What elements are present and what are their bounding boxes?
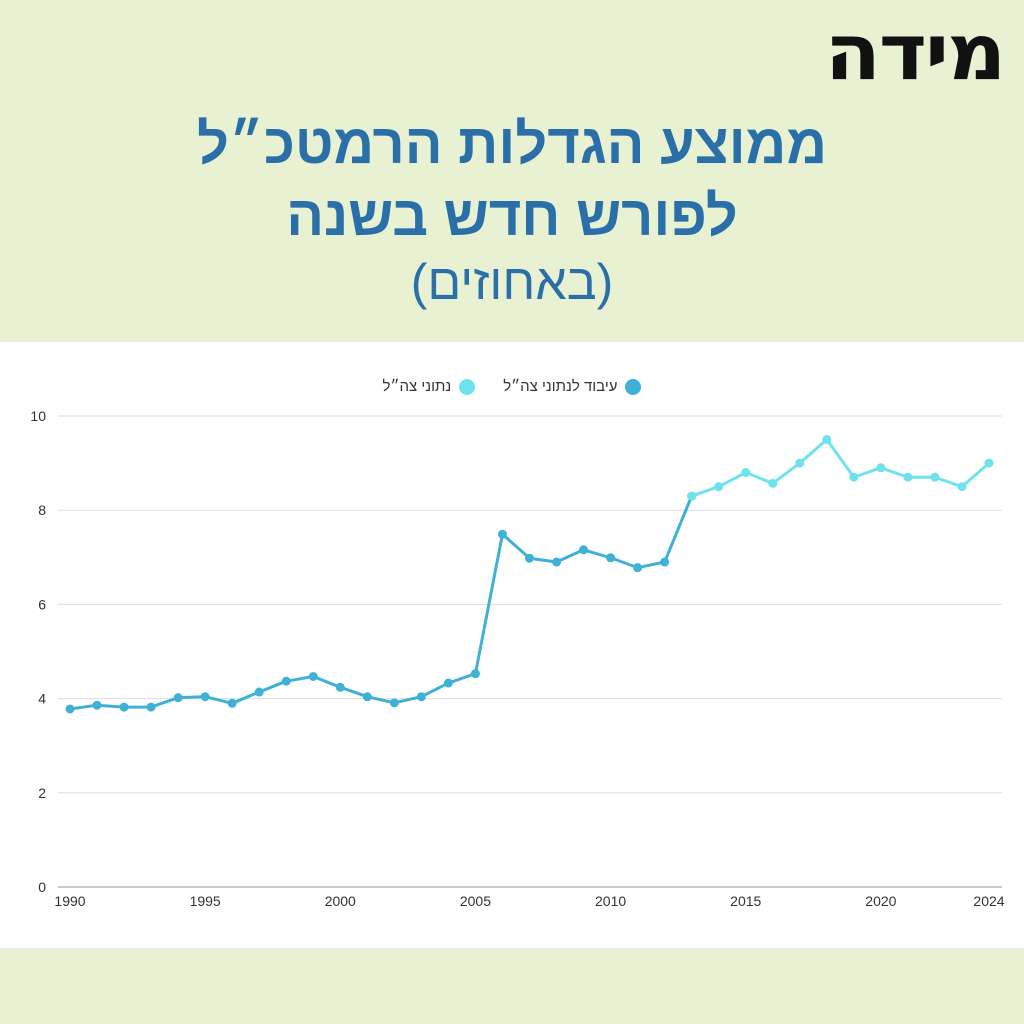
y-tick-label-2: 2 [38, 785, 46, 801]
data-point-0-2004 [443, 678, 453, 688]
data-point-0-2005 [470, 669, 480, 679]
data-point-0-2001 [362, 692, 372, 702]
data-point-1-2020 [876, 463, 886, 473]
series-line-0 [69, 495, 694, 711]
header: מידה ממוצע הגדלות הרמטכ״ל לפורש חדש בשנה… [0, 0, 1024, 342]
x-tick-label-2020: 2020 [865, 893, 896, 909]
data-point-0-1991 [92, 700, 102, 710]
chart-panel: עיבוד לנתוני צה״ל נתוני צה״ל 0 2 4 6 8 10 1990… [0, 342, 1024, 948]
data-point-0-2003 [416, 692, 426, 702]
data-point-0-1993 [146, 702, 156, 712]
data-point-1-2014 [714, 482, 724, 492]
y-tick-label-4: 4 [38, 691, 46, 707]
data-point-0-1999 [308, 671, 318, 681]
legend-label-processed: עיבוד לנתוני צה״ל [503, 378, 618, 395]
y-tick-label-10: 10 [30, 408, 46, 424]
x-tick-label-1995: 1995 [190, 893, 221, 909]
chart-title-line2: לפורש חדש בשנה [286, 184, 738, 247]
data-point-1-2017 [795, 458, 805, 468]
data-point-0-1995 [200, 692, 210, 702]
legend-dot-processed [625, 378, 642, 395]
legend-item-idf: נתוני צה״ל [383, 378, 476, 395]
footer [0, 948, 1024, 1024]
data-point-0-1997 [254, 687, 264, 697]
y-tick-label-6: 6 [38, 596, 46, 612]
data-point-0-2007 [525, 553, 534, 563]
data-point-0-2011 [633, 563, 643, 573]
data-point-0-2012 [660, 557, 670, 567]
data-point-1-2018 [822, 435, 832, 445]
series-line-1 [691, 438, 990, 498]
data-point-0-2000 [335, 682, 345, 692]
data-point-1-2019 [849, 472, 859, 482]
data-point-1-2013 [687, 491, 697, 501]
y-tick-label-8: 8 [38, 502, 46, 518]
data-point-1-2015 [741, 468, 751, 478]
data-point-0-2006 [497, 529, 507, 539]
x-tick-label-1990: 1990 [54, 893, 85, 909]
logo: מידה [824, 8, 1007, 98]
x-tick-label-2005: 2005 [460, 893, 491, 909]
data-point-0-1992 [119, 702, 129, 712]
x-tick-label-2010: 2010 [595, 893, 626, 909]
data-point-1-2021 [903, 472, 913, 482]
data-point-1-2022 [930, 472, 940, 482]
line-chart: 0 2 4 6 8 10 1990 1995 2000 2005 2010 2015 2020 2024 [30, 408, 1004, 909]
legend: עיבוד לנתוני צה״ל נתוני צה״ל [0, 378, 1024, 395]
data-point-0-1996 [227, 698, 237, 708]
y-tick-label-0: 0 [38, 879, 46, 895]
data-point-0-1990 [65, 704, 75, 714]
x-tick-label-2000: 2000 [325, 893, 356, 909]
x-tick-label-2015: 2015 [730, 893, 761, 909]
x-tick-label-2024: 2024 [973, 893, 1004, 909]
legend-label-idf: נתוני צה״ל [382, 378, 452, 395]
chart-title-line1: ממוצע הגדלות הרמטכ״ל [197, 112, 827, 175]
data-point-0-2010 [606, 553, 616, 563]
data-point-1-2024 [984, 458, 994, 468]
data-point-1-2016 [768, 478, 778, 488]
legend-item-processed: עיבוד לנתוני צה״ל [503, 378, 642, 395]
data-point-0-2009 [579, 545, 589, 555]
data-point-0-2002 [389, 698, 399, 708]
data-point-1-2023 [957, 482, 967, 492]
legend-dot-idf [459, 378, 476, 395]
data-point-0-2008 [552, 557, 562, 567]
data-point-0-1994 [173, 693, 183, 703]
data-point-0-1998 [281, 676, 291, 686]
chart-title-unit: (באחוזים) [410, 254, 614, 310]
